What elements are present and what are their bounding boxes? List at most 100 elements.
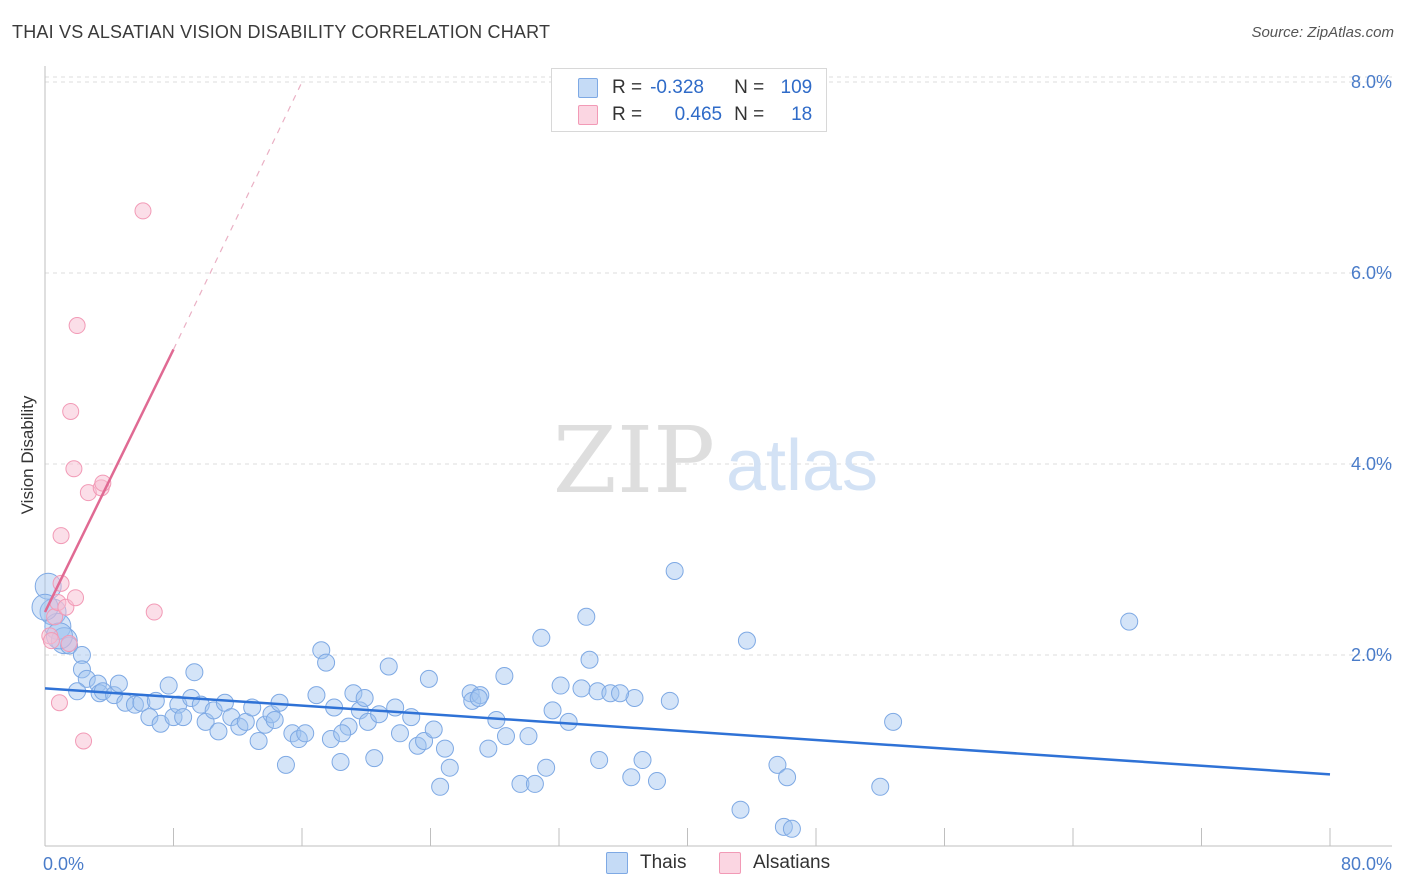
watermark-atlas: atlas: [726, 426, 878, 506]
thais-point: [379, 657, 398, 676]
thais-point: [419, 669, 438, 688]
thais-point: [572, 679, 591, 698]
alsatians-point: [52, 527, 70, 545]
thais-point: [72, 660, 91, 679]
alsatians-point: [145, 603, 163, 621]
thais-point: [140, 708, 159, 727]
chart-title: THAI VS ALSATIAN VISION DISABILITY CORRE…: [12, 22, 551, 42]
thais-point: [265, 710, 284, 729]
thais-point: [625, 688, 644, 707]
thais-point: [871, 777, 890, 796]
thais-point: [737, 631, 756, 650]
tick-labels: 2.0% 4.0% 6.0% 8.0% 0.0% 80.0%: [43, 72, 1392, 874]
thais-point: [72, 646, 91, 664]
thais-point: [402, 708, 421, 727]
thais-point: [495, 667, 514, 686]
thais-point: [577, 607, 596, 626]
thais-point: [424, 720, 443, 739]
thais-point: [331, 752, 350, 771]
thais-point: [469, 688, 488, 707]
alsatians-trend-line: [43, 348, 175, 613]
watermark: ZIP atlas: [553, 407, 878, 514]
thais-point: [884, 712, 903, 731]
stats-legend: R = -0.328 N = 109 R = 0.465 N = 18: [551, 68, 827, 132]
y-tick-label: 8.0%: [1351, 72, 1392, 92]
thais-point: [296, 724, 315, 743]
thais-point: [496, 727, 515, 746]
thais-point: [1120, 612, 1139, 631]
thais-point: [543, 701, 562, 720]
thais-point: [321, 730, 340, 749]
watermark-zip: ZIP: [553, 407, 715, 514]
thais-point: [317, 653, 336, 672]
legend-n-label: N =: [734, 104, 765, 125]
thais-point: [355, 688, 374, 707]
alsatians-swatch: [719, 852, 741, 874]
thais-point: [611, 684, 630, 703]
y-tick-label: 4.0%: [1351, 454, 1392, 474]
thais-point: [511, 774, 530, 793]
alsatians-label: Alsatians: [753, 852, 831, 873]
thais-point: [209, 722, 228, 741]
thais-point: [580, 650, 599, 669]
thais-point: [370, 705, 389, 724]
x-tick-label: 80.0%: [1341, 854, 1392, 874]
bottom-legend-alsatians: Alsatians: [719, 852, 830, 874]
legend-n-value: 18: [791, 104, 813, 125]
thais-point: [660, 691, 679, 710]
legend-r-label: R =: [612, 77, 643, 98]
thais-point: [159, 676, 178, 695]
alsatians-point: [65, 460, 83, 478]
thais-point: [471, 686, 490, 705]
legend-row-alsatians: R = 0.465 N = 18: [578, 102, 812, 128]
thais-point: [778, 768, 797, 787]
thais-point: [256, 715, 275, 734]
y-tick-label: 6.0%: [1351, 263, 1392, 283]
thais-point: [333, 724, 352, 743]
thais-point: [537, 758, 556, 777]
thais-point: [125, 695, 144, 714]
thais-point: [431, 777, 450, 796]
thais-point: [109, 674, 128, 693]
alsatians-point: [50, 694, 68, 712]
x-tick-label: 0.0%: [43, 854, 84, 874]
thais-point: [415, 731, 434, 750]
source-note: Source: ZipAtlas.com: [1251, 24, 1394, 41]
alsatians-swatch: [578, 105, 598, 125]
alsatians-point: [60, 635, 78, 653]
thais-point: [77, 669, 96, 688]
thais-point: [633, 751, 652, 770]
thais-point: [731, 800, 750, 819]
thais-point: [622, 768, 641, 787]
axes: [44, 66, 1392, 847]
thais-point: [647, 772, 666, 791]
thais-point: [307, 686, 326, 705]
thais-point: [532, 628, 551, 647]
thais-trend-line: [44, 687, 1331, 776]
thais-point: [390, 724, 409, 743]
thais-point: [230, 717, 249, 736]
alsatians-point: [68, 317, 86, 335]
alsatians-point: [42, 632, 60, 650]
alsatians-point: [75, 732, 93, 750]
thais-point: [479, 739, 498, 758]
thais-point: [551, 676, 570, 695]
thais-swatch: [578, 78, 598, 98]
y-tick-label: 2.0%: [1351, 645, 1392, 665]
grid-lines: [45, 76, 1392, 656]
thais-point: [590, 751, 609, 770]
thais-point: [185, 663, 204, 682]
thais-point: [782, 819, 801, 838]
legend-n-label: N =: [734, 77, 765, 98]
legend-row-thais: R = -0.328 N = 109: [578, 75, 812, 101]
legend-r-value: 0.465: [674, 104, 723, 125]
legend-r-value: -0.328: [650, 77, 704, 98]
legend-r-label: R =: [612, 104, 643, 125]
thais-point: [174, 708, 193, 727]
alsatians-trend-extension: [172, 81, 303, 350]
thais-point: [276, 755, 295, 774]
alsatians-point: [134, 202, 152, 220]
thais-point: [440, 758, 459, 777]
bottom-legend-thais: Thais: [606, 852, 686, 874]
legend-n-value: 109: [780, 77, 813, 98]
